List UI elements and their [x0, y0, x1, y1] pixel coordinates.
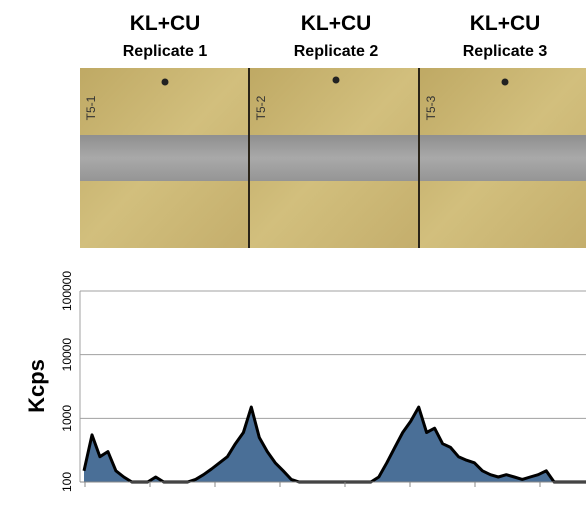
- y-axis-label: Kcps: [24, 359, 49, 413]
- y-tick-label: 100000: [60, 271, 74, 311]
- photos: [80, 68, 586, 248]
- panel-title: KL+CU: [301, 12, 372, 35]
- y-tick-label: 1000: [60, 405, 74, 432]
- sample-label: T5-3: [424, 95, 438, 120]
- area: [84, 407, 586, 482]
- hole: [501, 78, 509, 86]
- panel-subtitle: Replicate 3: [463, 43, 548, 60]
- panel-subtitle: Replicate 2: [294, 43, 379, 60]
- y-tick-label: 10000: [60, 338, 74, 372]
- panel-title: KL+CU: [130, 12, 201, 35]
- sample-label: T5-2: [254, 95, 268, 120]
- sample-label: T5-1: [84, 95, 98, 120]
- y-tick-label: 100: [60, 472, 74, 492]
- hole: [161, 78, 169, 86]
- panel-subtitle: Replicate 1: [123, 43, 208, 60]
- panel-title: KL+CU: [470, 12, 541, 35]
- hole: [332, 76, 340, 84]
- chart: 100 1000 10000 100000: [60, 271, 586, 492]
- scan-band: [80, 135, 586, 181]
